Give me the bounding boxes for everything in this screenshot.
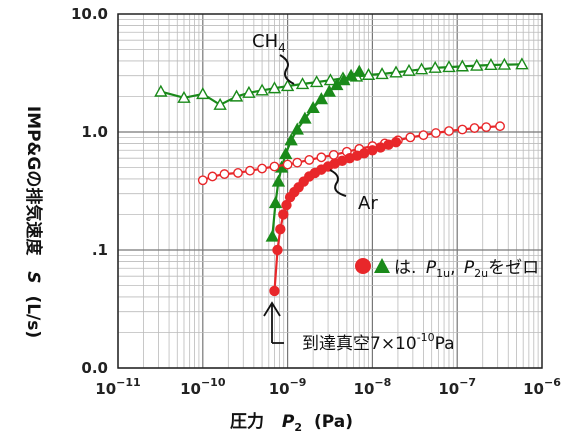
data-point	[430, 128, 441, 138]
data-point	[197, 175, 208, 186]
series-ar-open	[197, 121, 505, 186]
data-point	[442, 60, 456, 73]
data-point	[229, 89, 244, 102]
data-point	[298, 111, 312, 124]
data-point	[207, 171, 218, 182]
data-point	[414, 62, 429, 75]
data-point	[242, 85, 256, 98]
data-point	[304, 155, 315, 165]
data-point	[280, 79, 295, 92]
data-point	[196, 87, 210, 100]
data-point	[309, 75, 324, 88]
data-point	[290, 122, 304, 135]
data-point	[269, 161, 280, 172]
data-point	[271, 174, 286, 187]
data-point	[154, 84, 168, 97]
data-point	[328, 149, 339, 160]
y-tick-labels: 10.0 1.0 .1 0.0	[71, 5, 108, 377]
data-point	[292, 157, 303, 168]
data-point	[275, 224, 286, 235]
x-axis-label-text: 圧力	[230, 411, 264, 432]
data-point	[402, 63, 416, 76]
data-point	[213, 97, 227, 110]
y-tick-label: 1.0	[81, 123, 108, 141]
y-axis-label: IMP&Gの排気速度 S (L/s)	[23, 106, 44, 338]
y-axis-label-text: IMP&Gの排気速度	[23, 106, 44, 256]
data-point	[269, 285, 280, 297]
series-layer	[154, 57, 529, 297]
data-point	[495, 121, 505, 132]
data-point	[284, 133, 298, 146]
data-point	[282, 159, 293, 170]
data-point	[322, 84, 336, 97]
series-ch4-filled	[265, 64, 366, 242]
data-point	[255, 83, 269, 96]
data-point	[470, 58, 484, 71]
data-point	[457, 124, 468, 135]
x-tick-label: 10−7	[438, 376, 476, 398]
data-point	[497, 57, 512, 70]
data-point	[390, 136, 402, 148]
x-axis-unit: (Pa)	[314, 412, 353, 432]
data-point	[316, 152, 327, 163]
x-axis-variable: P	[282, 412, 295, 432]
data-point	[405, 132, 416, 143]
ar-label: Ar	[358, 193, 378, 214]
plot-frame	[117, 13, 543, 369]
x-axis-subscript: 2	[294, 421, 302, 434]
data-point	[428, 60, 442, 73]
ultimate-vacuum-label: 到達真空7×10-10Pa	[302, 331, 455, 354]
data-point	[314, 92, 329, 105]
data-point	[481, 122, 492, 133]
grid	[117, 14, 542, 369]
data-point	[278, 209, 289, 220]
x-tick-label: 10−6	[523, 376, 561, 398]
note-text: は. P1u, P2uをゼロ	[394, 258, 539, 280]
data-point	[515, 57, 529, 70]
note-green-triangle-marker	[374, 258, 390, 273]
y-tick-label: 0.0	[81, 359, 108, 377]
data-point	[484, 58, 498, 71]
x-tick-label: 10−10	[180, 376, 226, 398]
data-point	[295, 77, 310, 90]
y-tick-label: 10.0	[71, 5, 108, 23]
data-point	[361, 67, 376, 80]
data-point	[257, 163, 267, 174]
data-point	[375, 67, 389, 80]
data-point	[233, 168, 243, 178]
data-point	[306, 100, 320, 114]
data-point	[444, 126, 454, 136]
data-point	[177, 90, 191, 103]
x-tick-label: 10−11	[95, 376, 140, 398]
note-red-circle-marker	[355, 258, 371, 274]
data-point	[219, 169, 230, 179]
data-point	[389, 65, 403, 78]
x-tick-label: 10−8	[354, 376, 392, 398]
data-point	[265, 229, 279, 242]
y-axis-variable: S	[23, 271, 43, 283]
data-point	[323, 73, 338, 86]
data-point	[279, 147, 293, 160]
data-point	[352, 64, 366, 77]
ultimate-arrow	[263, 301, 284, 344]
data-point	[268, 196, 283, 209]
x-tick-label: 10−9	[269, 376, 307, 398]
ar-leader	[329, 169, 347, 197]
x-axis-label: 圧力 P2 (Pa)	[230, 411, 353, 436]
data-point	[267, 81, 282, 94]
ch4-subscript: 4	[278, 41, 286, 55]
series-ar-filled	[269, 136, 402, 297]
y-tick-label: .1	[92, 241, 108, 259]
y-axis-unit: (L/s)	[23, 295, 43, 338]
data-point	[469, 123, 480, 133]
data-point	[272, 244, 283, 256]
x-tick-labels: 10−11 10−10 10−9 10−8 10−7 10−6	[95, 376, 561, 398]
ch4-leader	[279, 54, 295, 85]
data-point	[455, 59, 470, 72]
ch4-label: CH4	[252, 31, 286, 55]
data-point	[418, 130, 429, 141]
data-point	[245, 165, 255, 176]
